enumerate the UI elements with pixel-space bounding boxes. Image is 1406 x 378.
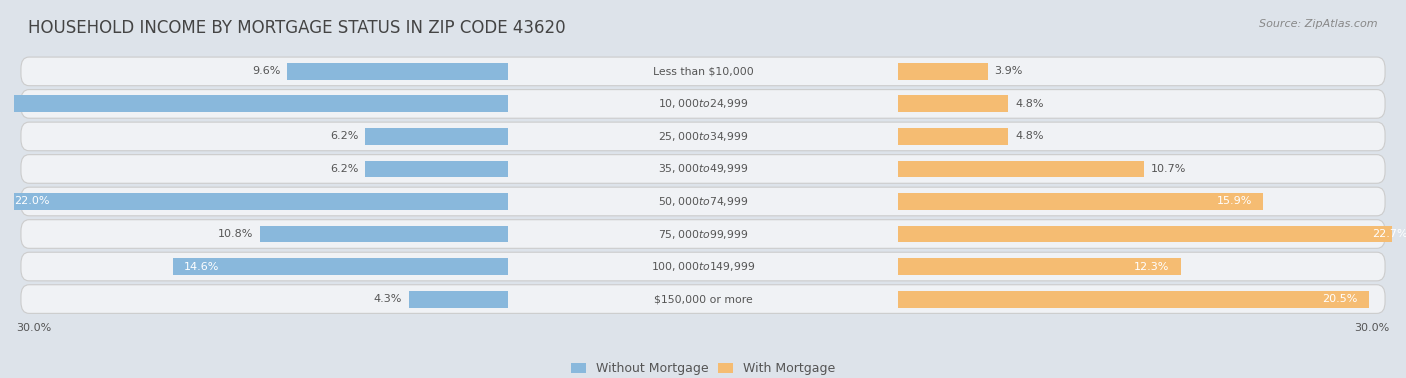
Legend: Without Mortgage, With Mortgage: Without Mortgage, With Mortgage xyxy=(565,357,841,378)
Text: $100,000 to $149,999: $100,000 to $149,999 xyxy=(651,260,755,273)
Text: HOUSEHOLD INCOME BY MORTGAGE STATUS IN ZIP CODE 43620: HOUSEHOLD INCOME BY MORTGAGE STATUS IN Z… xyxy=(28,19,565,37)
Bar xyxy=(898,63,988,80)
Bar xyxy=(3,193,508,210)
Text: 6.2%: 6.2% xyxy=(330,164,359,174)
FancyBboxPatch shape xyxy=(21,122,1385,151)
Bar xyxy=(366,128,508,145)
Text: $35,000 to $49,999: $35,000 to $49,999 xyxy=(658,163,748,175)
Text: 6.2%: 6.2% xyxy=(330,132,359,141)
Text: $10,000 to $24,999: $10,000 to $24,999 xyxy=(658,98,748,110)
Bar xyxy=(260,226,508,242)
Bar xyxy=(366,161,508,177)
Text: 4.8%: 4.8% xyxy=(1015,132,1043,141)
Text: $150,000 or more: $150,000 or more xyxy=(654,294,752,304)
Bar xyxy=(0,96,508,112)
Text: Source: ZipAtlas.com: Source: ZipAtlas.com xyxy=(1260,19,1378,29)
Text: 14.6%: 14.6% xyxy=(184,262,219,271)
Text: 12.3%: 12.3% xyxy=(1133,262,1170,271)
Text: 9.6%: 9.6% xyxy=(252,67,280,76)
FancyBboxPatch shape xyxy=(21,220,1385,248)
Text: 30.0%: 30.0% xyxy=(17,324,52,333)
Bar xyxy=(898,291,1369,308)
Bar xyxy=(898,161,1144,177)
Text: 15.9%: 15.9% xyxy=(1216,197,1251,206)
Text: $50,000 to $74,999: $50,000 to $74,999 xyxy=(658,195,748,208)
Text: 4.8%: 4.8% xyxy=(1015,99,1043,109)
Text: Less than $10,000: Less than $10,000 xyxy=(652,67,754,76)
Bar xyxy=(898,128,1008,145)
Bar xyxy=(898,258,1181,275)
FancyBboxPatch shape xyxy=(21,155,1385,183)
Bar xyxy=(409,291,508,308)
FancyBboxPatch shape xyxy=(21,90,1385,118)
Text: 30.0%: 30.0% xyxy=(1354,324,1389,333)
Text: $75,000 to $99,999: $75,000 to $99,999 xyxy=(658,228,748,240)
Bar xyxy=(898,226,1406,242)
Text: 4.3%: 4.3% xyxy=(374,294,402,304)
Text: 10.7%: 10.7% xyxy=(1152,164,1187,174)
Text: 22.7%: 22.7% xyxy=(1372,229,1406,239)
FancyBboxPatch shape xyxy=(21,252,1385,281)
FancyBboxPatch shape xyxy=(21,187,1385,216)
Bar xyxy=(898,193,1264,210)
Text: 22.0%: 22.0% xyxy=(14,197,49,206)
Text: $25,000 to $34,999: $25,000 to $34,999 xyxy=(658,130,748,143)
FancyBboxPatch shape xyxy=(21,57,1385,86)
Text: 3.9%: 3.9% xyxy=(994,67,1024,76)
Bar xyxy=(898,96,1008,112)
Text: 10.8%: 10.8% xyxy=(218,229,253,239)
Text: 20.5%: 20.5% xyxy=(1322,294,1358,304)
FancyBboxPatch shape xyxy=(21,285,1385,313)
Bar xyxy=(173,258,508,275)
Bar xyxy=(287,63,508,80)
